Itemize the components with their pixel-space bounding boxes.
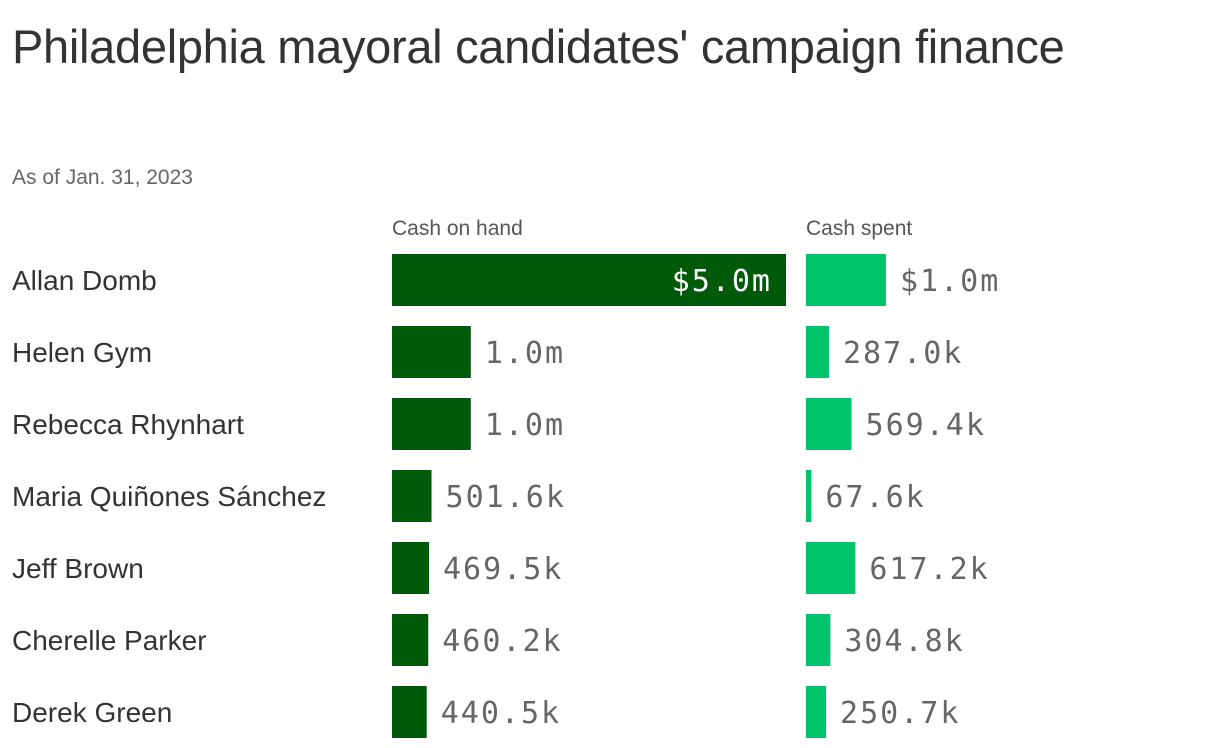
value-label-cash-spent: 617.2k	[869, 552, 989, 587]
bar-cash-on-hand	[392, 686, 427, 738]
candidate-label: Derek Green	[12, 697, 172, 728]
bar-cash-spent	[806, 326, 829, 378]
chart-title: Philadelphia mayoral candidates' campaig…	[12, 20, 1065, 73]
value-label-cash-on-hand: $5.0m	[672, 264, 772, 299]
value-label-cash-spent: 250.7k	[840, 696, 960, 731]
bar-cash-on-hand	[392, 542, 429, 594]
bar-cash-spent	[806, 254, 886, 306]
bar-cash-on-hand	[392, 398, 471, 450]
column-header-cash-spent: Cash spent	[806, 217, 913, 240]
value-label-cash-on-hand: 501.6k	[446, 480, 566, 515]
candidate-label: Maria Quiñones Sánchez	[12, 481, 326, 512]
value-label-cash-on-hand: 469.5k	[443, 552, 563, 587]
value-label-cash-on-hand: 1.0m	[485, 408, 565, 443]
value-label-cash-spent: $1.0m	[900, 264, 1000, 299]
value-label-cash-spent: 304.8k	[844, 624, 964, 659]
value-label-cash-on-hand: 1.0m	[485, 336, 565, 371]
candidate-label: Jeff Brown	[12, 553, 144, 584]
value-label-cash-spent: 287.0k	[843, 336, 963, 371]
bar-cash-spent	[806, 542, 856, 594]
bar-cash-on-hand	[392, 470, 432, 522]
chart-subtitle: As of Jan. 31, 2023	[12, 166, 193, 189]
candidate-label: Rebecca Rhynhart	[12, 409, 244, 440]
bar-cash-spent	[806, 614, 831, 666]
bar-cash-on-hand	[392, 326, 471, 378]
column-header-cash-on-hand: Cash on hand	[392, 217, 523, 240]
bar-cash-spent	[806, 686, 827, 738]
value-label-cash-spent: 67.6k	[825, 480, 925, 515]
candidate-label: Helen Gym	[12, 337, 152, 368]
value-label-cash-spent: 569.4k	[866, 408, 986, 443]
bar-cash-on-hand	[392, 254, 786, 306]
bar-cash-on-hand	[392, 614, 429, 666]
candidate-label: Allan Domb	[12, 265, 157, 296]
candidate-label: Cherelle Parker	[12, 625, 207, 656]
value-label-cash-on-hand: 440.5k	[441, 696, 561, 731]
bar-cash-spent	[806, 470, 812, 522]
bar-cash-spent	[806, 398, 852, 450]
value-label-cash-on-hand: 460.2k	[442, 624, 562, 659]
